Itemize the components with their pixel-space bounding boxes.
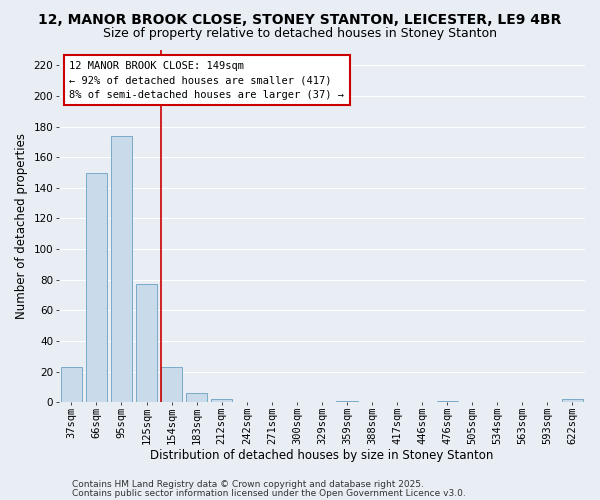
Text: 12 MANOR BROOK CLOSE: 149sqm
← 92% of detached houses are smaller (417)
8% of se: 12 MANOR BROOK CLOSE: 149sqm ← 92% of de… (70, 60, 344, 100)
Bar (337, 400, 358, 402)
Bar (61, 367, 82, 402)
Bar (562, 399, 583, 402)
Bar (161, 367, 182, 402)
Y-axis label: Number of detached properties: Number of detached properties (15, 133, 28, 319)
Text: Contains HM Land Registry data © Crown copyright and database right 2025.: Contains HM Land Registry data © Crown c… (72, 480, 424, 489)
Text: Size of property relative to detached houses in Stoney Stanton: Size of property relative to detached ho… (103, 28, 497, 40)
Bar (186, 393, 208, 402)
Bar (111, 136, 132, 402)
Text: 12, MANOR BROOK CLOSE, STONEY STANTON, LEICESTER, LE9 4BR: 12, MANOR BROOK CLOSE, STONEY STANTON, L… (38, 12, 562, 26)
Bar (437, 400, 458, 402)
Bar (86, 172, 107, 402)
Text: Contains public sector information licensed under the Open Government Licence v3: Contains public sector information licen… (72, 488, 466, 498)
X-axis label: Distribution of detached houses by size in Stoney Stanton: Distribution of detached houses by size … (150, 450, 494, 462)
Bar (211, 399, 232, 402)
Bar (136, 284, 157, 403)
